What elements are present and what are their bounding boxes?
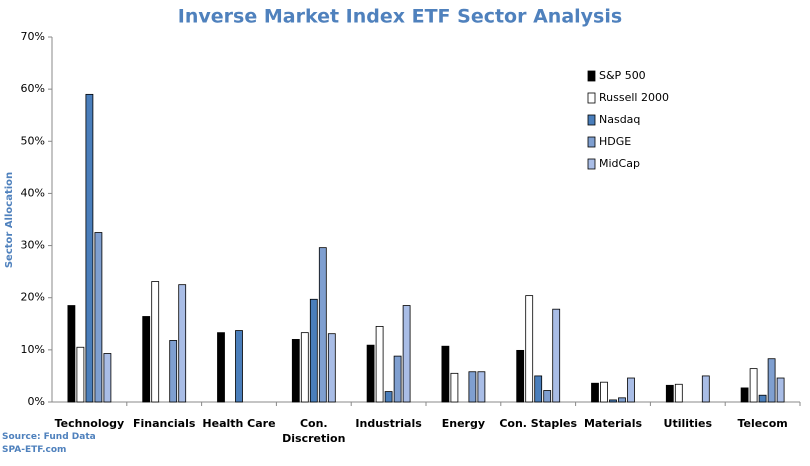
bar <box>534 375 543 403</box>
legend-label: HDGE <box>599 135 631 148</box>
legend-swatch <box>587 114 596 126</box>
bar <box>67 305 76 403</box>
source: SPA-ETF.com <box>2 445 67 455</box>
legend-label: S&P 500 <box>599 69 646 82</box>
bar <box>291 339 300 403</box>
bar <box>327 333 336 403</box>
bar <box>758 394 767 403</box>
bar <box>217 332 225 403</box>
bar <box>543 390 552 403</box>
bar <box>94 232 103 403</box>
bar <box>776 377 785 403</box>
bar <box>749 368 758 403</box>
bar <box>178 284 187 403</box>
bar <box>609 399 617 403</box>
bar <box>441 345 450 403</box>
bar <box>309 298 318 403</box>
x-tick-label: Con. Staples <box>499 417 578 430</box>
bar <box>318 247 327 403</box>
y-tick-label: 70% <box>21 30 45 43</box>
bar <box>701 375 710 403</box>
bar <box>366 344 375 403</box>
bar <box>103 353 112 403</box>
y-tick-label: 50% <box>21 134 45 147</box>
x-tick-label: Financials <box>132 417 196 430</box>
legend-label: MidCap <box>599 157 640 170</box>
bar <box>151 281 160 403</box>
y-tick-label: 20% <box>21 291 45 304</box>
bar <box>142 316 151 403</box>
x-tick-label: Con. Discretion <box>282 417 346 445</box>
legend-label: Nasdaq <box>599 113 640 126</box>
bar <box>402 305 411 403</box>
y-tick-label: 0% <box>28 395 45 408</box>
legend-label: Russell 2000 <box>599 91 669 104</box>
bar <box>393 355 402 403</box>
bar <box>516 349 525 403</box>
bar <box>169 340 178 403</box>
bar <box>740 387 749 403</box>
y-tick-label: 40% <box>21 186 45 199</box>
y-tick-label: 10% <box>21 343 45 356</box>
bar <box>591 382 599 403</box>
bar <box>627 377 635 403</box>
x-tick-label: Energy <box>441 417 486 430</box>
x-tick-label: Health Care <box>202 417 276 430</box>
bar <box>600 381 608 403</box>
bar <box>674 383 683 403</box>
legend-swatch <box>587 158 596 170</box>
bar <box>450 372 459 403</box>
bar <box>767 358 776 403</box>
y-tick-label: 60% <box>21 82 45 95</box>
legend-swatch <box>587 92 596 104</box>
bar <box>618 397 626 403</box>
x-tick-label: Materials <box>583 417 643 430</box>
bar <box>384 391 393 403</box>
bar <box>76 346 85 403</box>
bar <box>85 93 94 403</box>
x-tick-label: Utilities <box>663 417 713 430</box>
bar <box>375 325 384 403</box>
bar <box>552 308 561 403</box>
bar <box>665 384 674 403</box>
x-tick-label: Industrials <box>355 417 422 430</box>
bar <box>300 332 309 403</box>
x-tick-label: Technology <box>54 417 125 430</box>
source: Source: Fund Data <box>2 432 96 442</box>
bar <box>477 371 486 403</box>
y-axis-label: Sector Allocation <box>4 172 15 268</box>
x-tick-label: Telecom <box>737 417 788 430</box>
y-tick-label: 30% <box>21 239 45 252</box>
bar <box>235 330 243 403</box>
bar <box>468 371 477 403</box>
chart-title: Inverse Market Index ETF Sector Analysis <box>178 6 622 28</box>
legend-swatch <box>587 70 596 82</box>
legend-swatch <box>587 136 596 148</box>
bar <box>525 295 534 403</box>
